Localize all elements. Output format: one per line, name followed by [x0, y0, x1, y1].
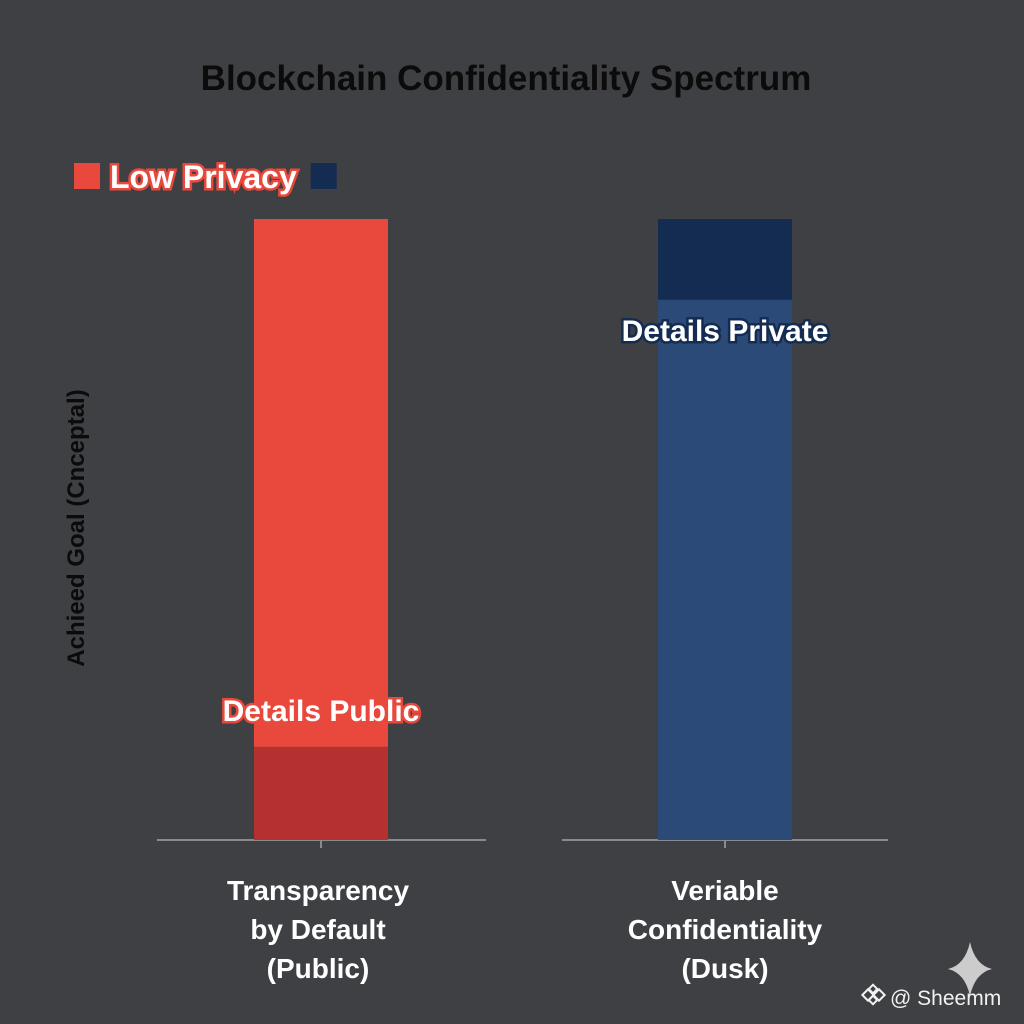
bar-0-segment-0 [254, 746, 388, 840]
bar-annotations: Details Public Details Private [220, 313, 831, 731]
legend-swatch-0 [74, 163, 100, 189]
bar-0-segment-1 [254, 219, 388, 747]
legend-swatch-1 [310, 163, 337, 189]
binance-diamond-icon [860, 983, 887, 1006]
watermark-text: @ Sheemm [890, 987, 1001, 1010]
x-tick-label-1-line-1: Confidentiality [628, 914, 823, 945]
x-tick-label-1-line-2: (Dusk) [681, 953, 768, 984]
bar-1-segment-0 [658, 299, 792, 841]
chart-title: Blockchain Confidentiality Spectrum [201, 59, 812, 98]
sparkle-icon [948, 942, 992, 996]
bars [254, 219, 792, 841]
y-axis-label: Achieed Goal (Cnceptal) [63, 389, 90, 666]
bar-annotation-1: Details Private [622, 315, 829, 348]
x-tick-label-0-line-2: (Public) [267, 953, 370, 984]
x-tick-label-0-line-1: by Default [250, 914, 385, 945]
legend: Low Privacy [74, 157, 337, 198]
bar-annotation-0: Details Public [223, 695, 420, 728]
legend-label-0: Low Privacy [110, 159, 297, 195]
bar-1-segment-1 [658, 219, 792, 300]
axis-baselines [157, 839, 888, 848]
x-tick-labels: Transparency by Default (Public) Veriable Co… [227, 875, 823, 984]
x-tick-label-0-line-0: Transparency [227, 875, 410, 906]
watermark: @ Sheemm [860, 942, 1001, 1010]
x-tick-label-1-line-0: Veriable [671, 875, 778, 906]
